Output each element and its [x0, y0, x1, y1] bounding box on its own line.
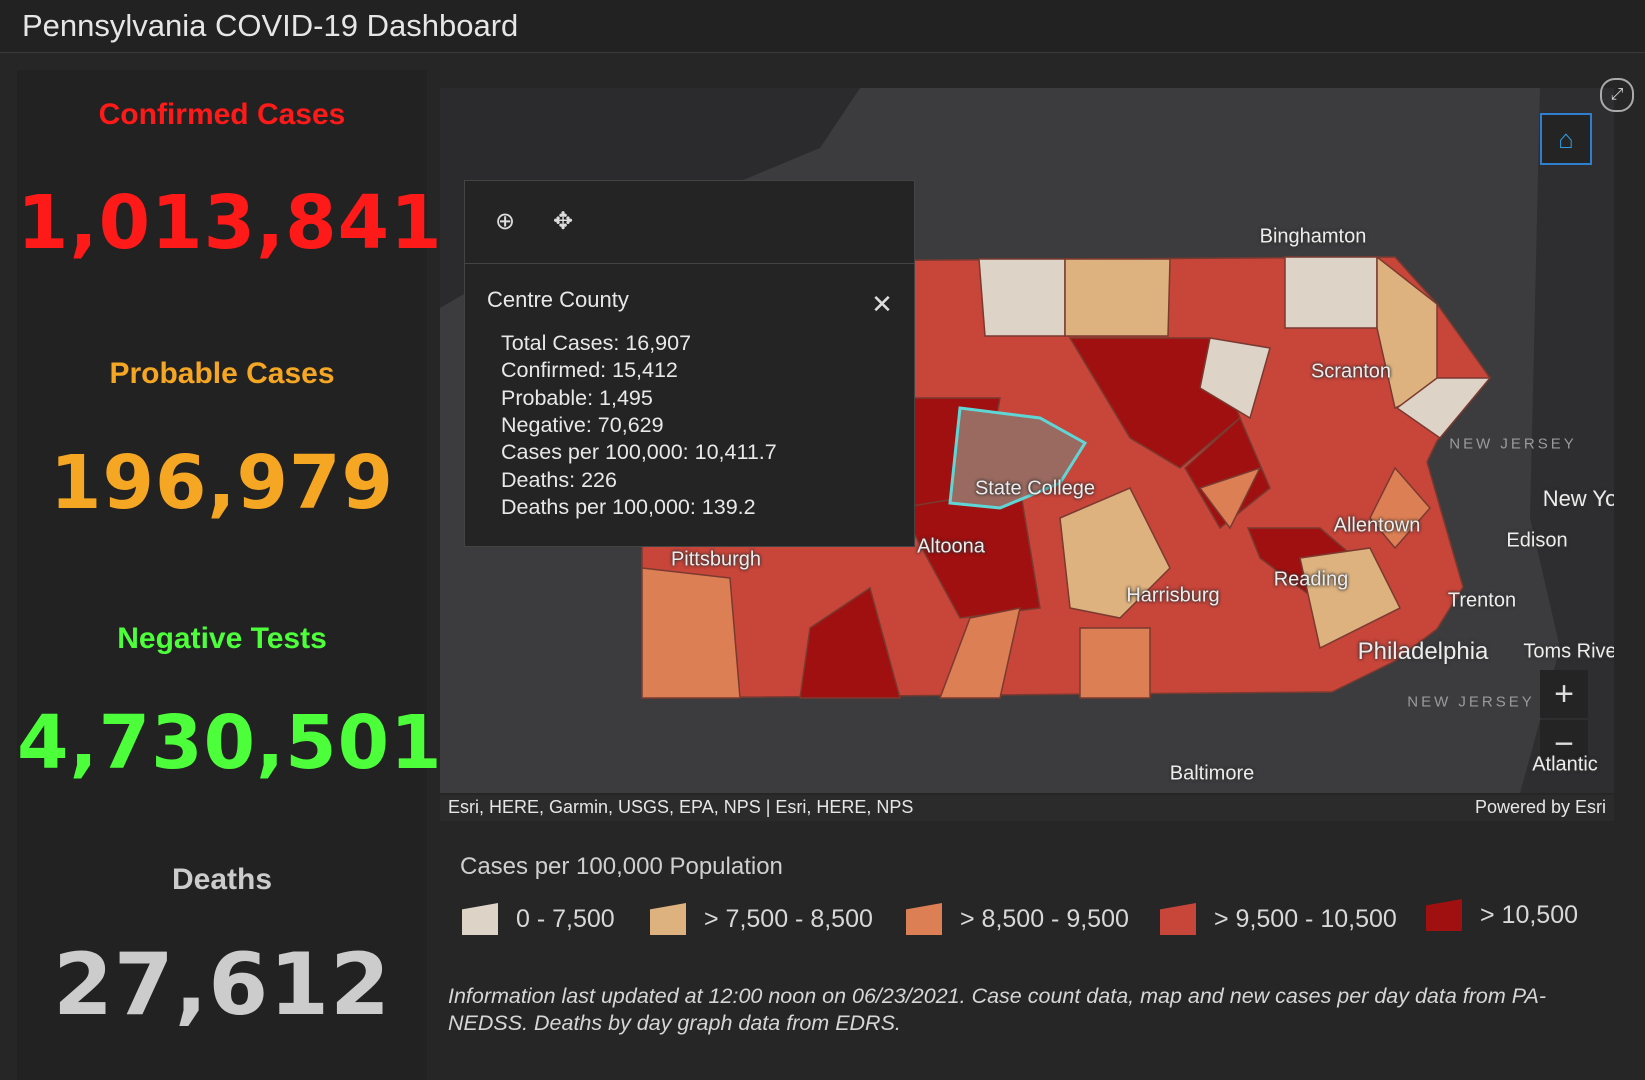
popup-field: Deaths per 100,000: 139.2 — [501, 494, 756, 519]
map-label: Reading — [1273, 568, 1349, 591]
stat-value: 1,013,841 — [17, 180, 443, 266]
county — [1199, 337, 1271, 420]
popup-divider — [465, 263, 914, 264]
legend-label: > 10,500 — [1480, 901, 1579, 929]
county — [1369, 466, 1431, 550]
popup-field: Deaths: 226 — [501, 467, 617, 492]
legend-label: 0 - 7,500 — [516, 905, 615, 933]
map[interactable]: ⌂ + − Binghamton Scranton State College Alt… — [440, 88, 1614, 793]
legend-swatch — [650, 903, 686, 935]
county — [978, 258, 1066, 337]
stat-label: Confirmed Cases — [98, 98, 346, 131]
popup-field: Confirmed: 15,412 — [501, 358, 678, 383]
legend-swatch — [462, 903, 498, 935]
map-label: Trenton — [1447, 589, 1517, 612]
map-label: Toms Rive — [1523, 640, 1614, 663]
zoom-in-button[interactable]: + — [1540, 670, 1588, 718]
powered-by: Powered by Esri — [1474, 797, 1606, 817]
legend-label: > 9,500 - 10,500 — [1214, 905, 1397, 933]
county — [1198, 466, 1262, 530]
stat-label: Probable Cases — [109, 357, 335, 390]
popup-field: Cases per 100,000: 10,411.7 — [501, 440, 777, 465]
stat-value: 27,612 — [53, 935, 391, 1035]
fullscreen-button[interactable]: ⤢ — [1600, 78, 1634, 112]
ocean — [1520, 88, 1614, 793]
map-label: New Yo — [1542, 486, 1614, 511]
popup-title: Centre County — [487, 287, 629, 312]
map-label: Atlantic — [1532, 753, 1598, 776]
stat-value: 4,730,501 — [17, 700, 443, 786]
county — [1184, 416, 1271, 530]
county — [1395, 377, 1492, 440]
legend: Cases per 100,000 Population 0 - 7,500 >… — [448, 843, 1598, 953]
county — [1079, 627, 1151, 699]
map-label: Scranton — [1310, 360, 1392, 383]
popup-field: Probable: 1,495 — [501, 385, 653, 410]
stat-label: Deaths — [171, 863, 273, 896]
pan-button[interactable]: ✥ — [543, 201, 583, 241]
attribution: Esri, HERE, Garmin, USGS, EPA, NPS | Esr… — [448, 797, 914, 817]
selected-county[interactable] — [948, 406, 1088, 510]
header-title: Pennsylvania COVID-19 Dashboard — [22, 8, 519, 43]
map-label: Pittsburgh — [670, 548, 762, 571]
map-label: Altoona — [917, 535, 985, 558]
legend-label: > 8,500 - 9,500 — [960, 905, 1129, 933]
update-note: Information last updated at 12:00 noon o… — [448, 984, 1547, 1035]
legend-title: Cases per 100,000 Population — [460, 853, 783, 880]
map-label: Baltimore — [1169, 762, 1255, 785]
map-label: Edison — [1506, 529, 1568, 552]
zoom-to-button[interactable]: ⊕ — [485, 201, 525, 241]
attribution-bar: Esri, HERE, Garmin, USGS, EPA, NPS | Esr… — [440, 795, 1614, 821]
stat-label: Negative Tests — [117, 622, 327, 655]
map-label: Harrisburg — [1126, 584, 1220, 607]
zoom-out-button[interactable]: − — [1540, 720, 1588, 768]
stat-value: 196,979 — [49, 440, 395, 526]
legend-swatch — [1160, 903, 1196, 935]
home-button[interactable]: ⌂ — [1540, 113, 1592, 165]
county — [1068, 337, 1241, 469]
popup: ⊕ ✥ ✕ Centre County Total Cases: 16,907 Co… — [464, 180, 915, 547]
legend-swatch — [906, 903, 942, 935]
stats-panel — [17, 70, 427, 1080]
county — [641, 567, 741, 699]
legend-label: > 7,500 - 8,500 — [704, 905, 873, 933]
legend-swatch — [1426, 899, 1462, 931]
header: Pennsylvania COVID-19 Dashboard — [0, 0, 1645, 53]
county — [1299, 547, 1402, 650]
region-label: NEW JERSEY — [1449, 435, 1577, 453]
map-label: State College — [974, 477, 1096, 500]
region-label: NEW JERSEY — [1407, 693, 1535, 711]
popup-field: Total Cases: 16,907 — [501, 331, 692, 355]
county — [799, 586, 901, 699]
popup-field: Negative: 70,629 — [501, 412, 664, 437]
map-label: Allentown — [1333, 514, 1421, 537]
map-label: Binghamton — [1259, 225, 1367, 248]
county — [1059, 487, 1171, 619]
county — [1064, 258, 1171, 337]
county — [1284, 256, 1378, 329]
county — [938, 607, 1021, 699]
map-label: Philadelphia — [1357, 638, 1489, 665]
close-button[interactable]: ✕ — [867, 289, 897, 319]
